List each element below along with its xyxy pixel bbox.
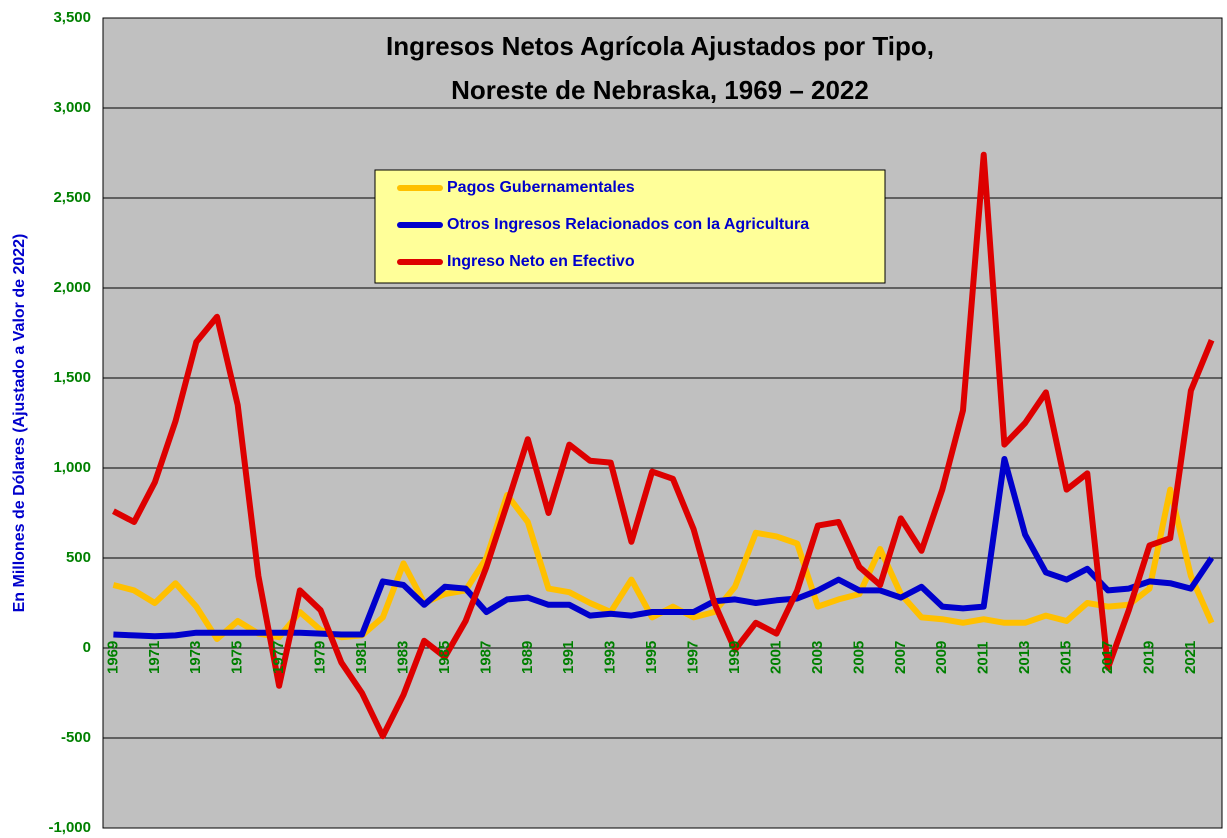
chart-subtitle: Noreste de Nebraska, 1969 – 2022 xyxy=(451,75,869,105)
series-line xyxy=(112,151,1215,740)
series-line xyxy=(113,456,1215,640)
x-tick-label: 1993 xyxy=(602,641,619,674)
x-tick-label: 2007 xyxy=(892,641,909,674)
legend-label: Pagos Gubernamentales xyxy=(447,179,635,196)
x-tick-label: 1999 xyxy=(726,641,743,674)
y-tick-label: 2,500 xyxy=(53,189,91,206)
y-tick-label: 2,000 xyxy=(53,279,91,296)
legend xyxy=(374,169,886,284)
x-tick-label: 1969 xyxy=(104,641,121,674)
x-tick-label: 1997 xyxy=(685,641,702,674)
y-tick-label: 1,000 xyxy=(53,459,91,476)
y-tick-label: 3,000 xyxy=(53,99,91,116)
x-tick-label: 2017 xyxy=(1099,641,1116,674)
x-tick-label: 1987 xyxy=(477,641,494,674)
x-tick-label: 1983 xyxy=(394,641,411,674)
x-tick-label: 1979 xyxy=(312,641,329,674)
x-tick-label: 1989 xyxy=(519,641,536,674)
y-tick-label: 3,500 xyxy=(53,9,91,26)
x-tick-label: 1973 xyxy=(187,641,204,674)
y-tick-label: 500 xyxy=(66,549,91,566)
x-tick-label: 2013 xyxy=(1016,641,1033,674)
plot-area xyxy=(103,18,1222,828)
legend-label: Ingreso Neto en Efectivo xyxy=(447,253,635,270)
x-tick-label: 2011 xyxy=(975,641,992,674)
x-tick-label: 2005 xyxy=(850,641,867,674)
y-tick-label: -1,000 xyxy=(48,819,91,836)
legend-label: Otros Ingresos Relacionados con la Agric… xyxy=(447,216,809,233)
y-tick-label: -500 xyxy=(61,729,91,746)
y-tick-label: 1,500 xyxy=(53,369,91,386)
x-tick-label: 1977 xyxy=(270,641,287,674)
x-tick-label: 1971 xyxy=(146,641,163,674)
x-tick-label: 2001 xyxy=(767,641,784,674)
y-axis-label: En Millones de Dólares (Ajustado a Valor… xyxy=(11,234,28,613)
x-tick-label: 1981 xyxy=(353,641,370,674)
x-tick-label: 2021 xyxy=(1182,641,1199,674)
chart-title: Ingresos Netos Agrícola Ajustados por Ti… xyxy=(386,31,934,61)
x-tick-label: 2019 xyxy=(1140,641,1157,674)
y-tick-label: 0 xyxy=(83,639,91,656)
plot-border xyxy=(102,17,1223,829)
x-tick-label: 2009 xyxy=(933,641,950,674)
x-tick-label: 1995 xyxy=(643,641,660,674)
x-tick-label: 1975 xyxy=(229,641,246,674)
x-tick-label: 2003 xyxy=(809,641,826,674)
x-tick-label: 2015 xyxy=(1058,641,1075,674)
x-tick-label: 1991 xyxy=(560,641,577,674)
x-tick-label: 1985 xyxy=(436,641,453,674)
lines xyxy=(112,151,1215,740)
